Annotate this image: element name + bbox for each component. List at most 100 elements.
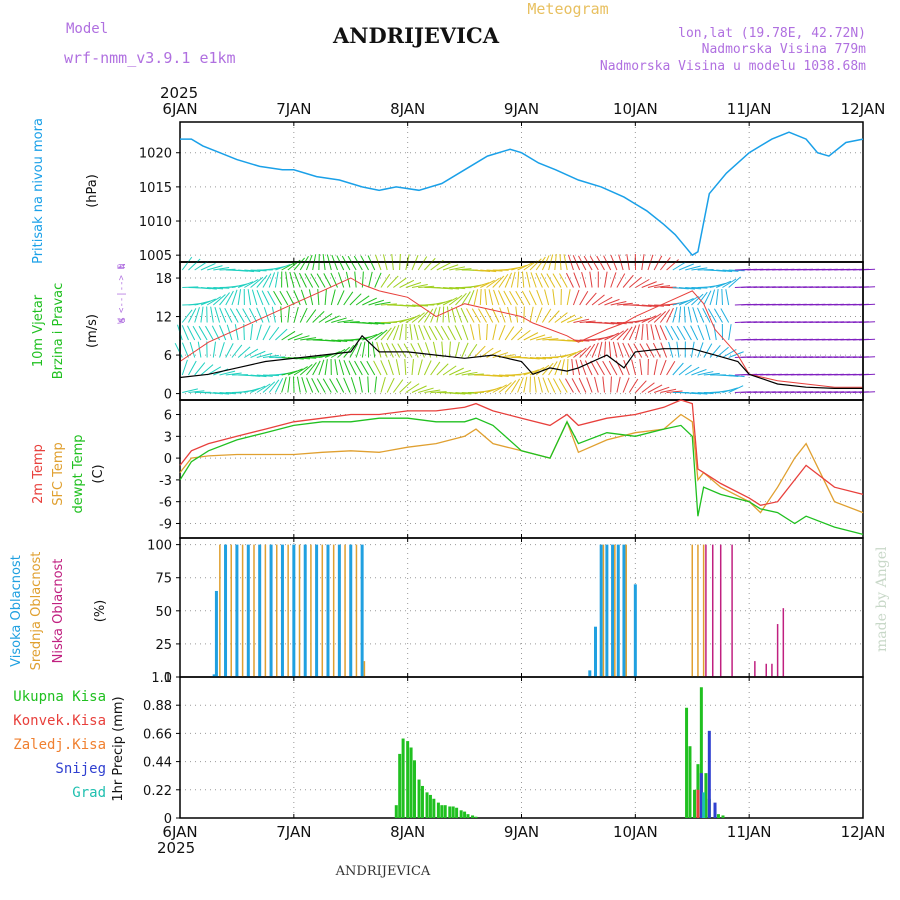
cloud-low-bar: [782, 608, 785, 677]
wind-arrow: [418, 285, 435, 288]
wind-arrow: [373, 360, 382, 376]
wind-arrow: [442, 264, 459, 271]
cloud-mid-bar: [230, 544, 232, 677]
wind-arrow: [418, 324, 425, 341]
clouds-ytick-label: 25: [155, 638, 172, 653]
wind-arrow: [299, 364, 313, 376]
wind-arrow: [181, 325, 189, 341]
model-elevation-label: Nadmorska Visina u modelu 1038.68m: [600, 59, 866, 74]
legend-freezing-rain: Zaledj.Kisa: [13, 737, 106, 753]
temp2m-line: [179, 399, 864, 506]
wind-arrow: [293, 290, 301, 306]
wind-arrow: [635, 380, 647, 393]
wind-arrow: [721, 288, 723, 306]
wind-arrow: [323, 273, 332, 288]
wind-arrow: [436, 306, 441, 323]
wind-arrow: [484, 308, 494, 323]
legend-snow: Snijeg: [55, 761, 106, 777]
wind-arrow: [691, 293, 704, 306]
wind-arrow: [641, 281, 657, 288]
wind-arrow: [697, 392, 714, 395]
wind-arrow: [488, 289, 494, 306]
wind-arrow: [579, 359, 587, 376]
wind-arrow: [542, 338, 559, 341]
wind-arrow: [608, 360, 618, 376]
wind-arrow: [181, 256, 193, 271]
wind-arrow: [683, 306, 686, 323]
wind-arrow: [466, 308, 475, 323]
precip-total-bar: [448, 806, 452, 818]
pressure-axis-title: Pritisak na nivou mora: [31, 118, 46, 264]
wind-arrow: [380, 303, 397, 306]
wind-arrow: [697, 307, 705, 323]
cloud-high-axis-title: Visoka Oblacnost: [9, 555, 24, 667]
wind-arrow: [368, 299, 384, 306]
wind-arrow: [380, 376, 386, 393]
cloud-mid-bar: [363, 661, 366, 677]
wind-arrow: [529, 334, 546, 341]
wind-arrow: [449, 287, 466, 290]
wind-arrow: [678, 263, 694, 271]
wind-arrow: [641, 304, 658, 308]
wind-arrow: [238, 269, 255, 273]
sfc-temp-line: [179, 413, 864, 514]
wind-arrow: [540, 273, 550, 288]
wind-arrow: [608, 341, 612, 358]
wind-arrow: [554, 359, 562, 376]
wind-arrow: [186, 325, 196, 341]
wind-arrow: [428, 325, 438, 341]
day-label-top: 8JAN: [390, 100, 425, 118]
wind-arrow: [262, 325, 271, 341]
wind-arrow: [590, 360, 599, 376]
page-title: ANDRIJEVICA: [332, 23, 500, 48]
wind-arrow: [268, 272, 276, 288]
wind-arrow: [728, 385, 744, 393]
wind-arrow: [256, 383, 271, 393]
wind-arrow: [517, 329, 531, 341]
wind-arrow: [225, 372, 242, 376]
wind-arrow: [585, 343, 596, 358]
wind-arrow: [602, 376, 605, 393]
wind-arrow: [486, 349, 502, 358]
wind-arrow: [530, 272, 537, 288]
wind-arrow: [299, 256, 309, 271]
wind-arrow: [325, 339, 342, 343]
wind-arrow: [707, 308, 717, 323]
cloud-mid-bar: [602, 544, 605, 677]
wind-arrow: [399, 381, 412, 393]
wind-arrow: [250, 374, 267, 378]
wind-arrow: [594, 376, 599, 393]
wind-arrow: [213, 392, 230, 395]
cloud-mid-bar: [276, 544, 278, 677]
wind-arrow: [296, 376, 301, 393]
wind-arrow: [293, 366, 308, 376]
credit-label: made by Angel: [874, 546, 890, 652]
wind-arrow: [480, 279, 495, 288]
wind-arrow: [256, 274, 268, 288]
wind-arrow: [324, 289, 327, 306]
wind-arrow: [212, 341, 217, 358]
wind-arrow: [368, 331, 383, 341]
wind-arrow: [716, 280, 732, 288]
elevation-label: Nadmorska Visina 779m: [702, 42, 867, 57]
wind-arrow: [188, 390, 205, 393]
wind-arrow: [687, 306, 692, 323]
wind-arrow: [393, 277, 407, 288]
wind-arrow: [448, 294, 463, 306]
precip-total-bar: [693, 789, 697, 818]
wind-arrow: [666, 390, 683, 393]
wind-arrow: [676, 341, 680, 358]
wind-arrow: [256, 374, 273, 377]
wind-arrow: [318, 359, 325, 376]
wind-arrow: [380, 327, 392, 341]
precip-ytick-label: 0.88: [143, 699, 172, 714]
wind-arrow: [728, 276, 741, 288]
wind-arrow: [523, 357, 540, 360]
wind-arrow: [467, 373, 484, 376]
wind-arrow: [343, 291, 354, 306]
wind-arrow: [275, 328, 288, 341]
precip-snow-bar: [699, 773, 703, 818]
wind-arrow: [598, 296, 613, 306]
precip-total-bar: [466, 814, 470, 818]
wind-arrow: [301, 377, 307, 393]
